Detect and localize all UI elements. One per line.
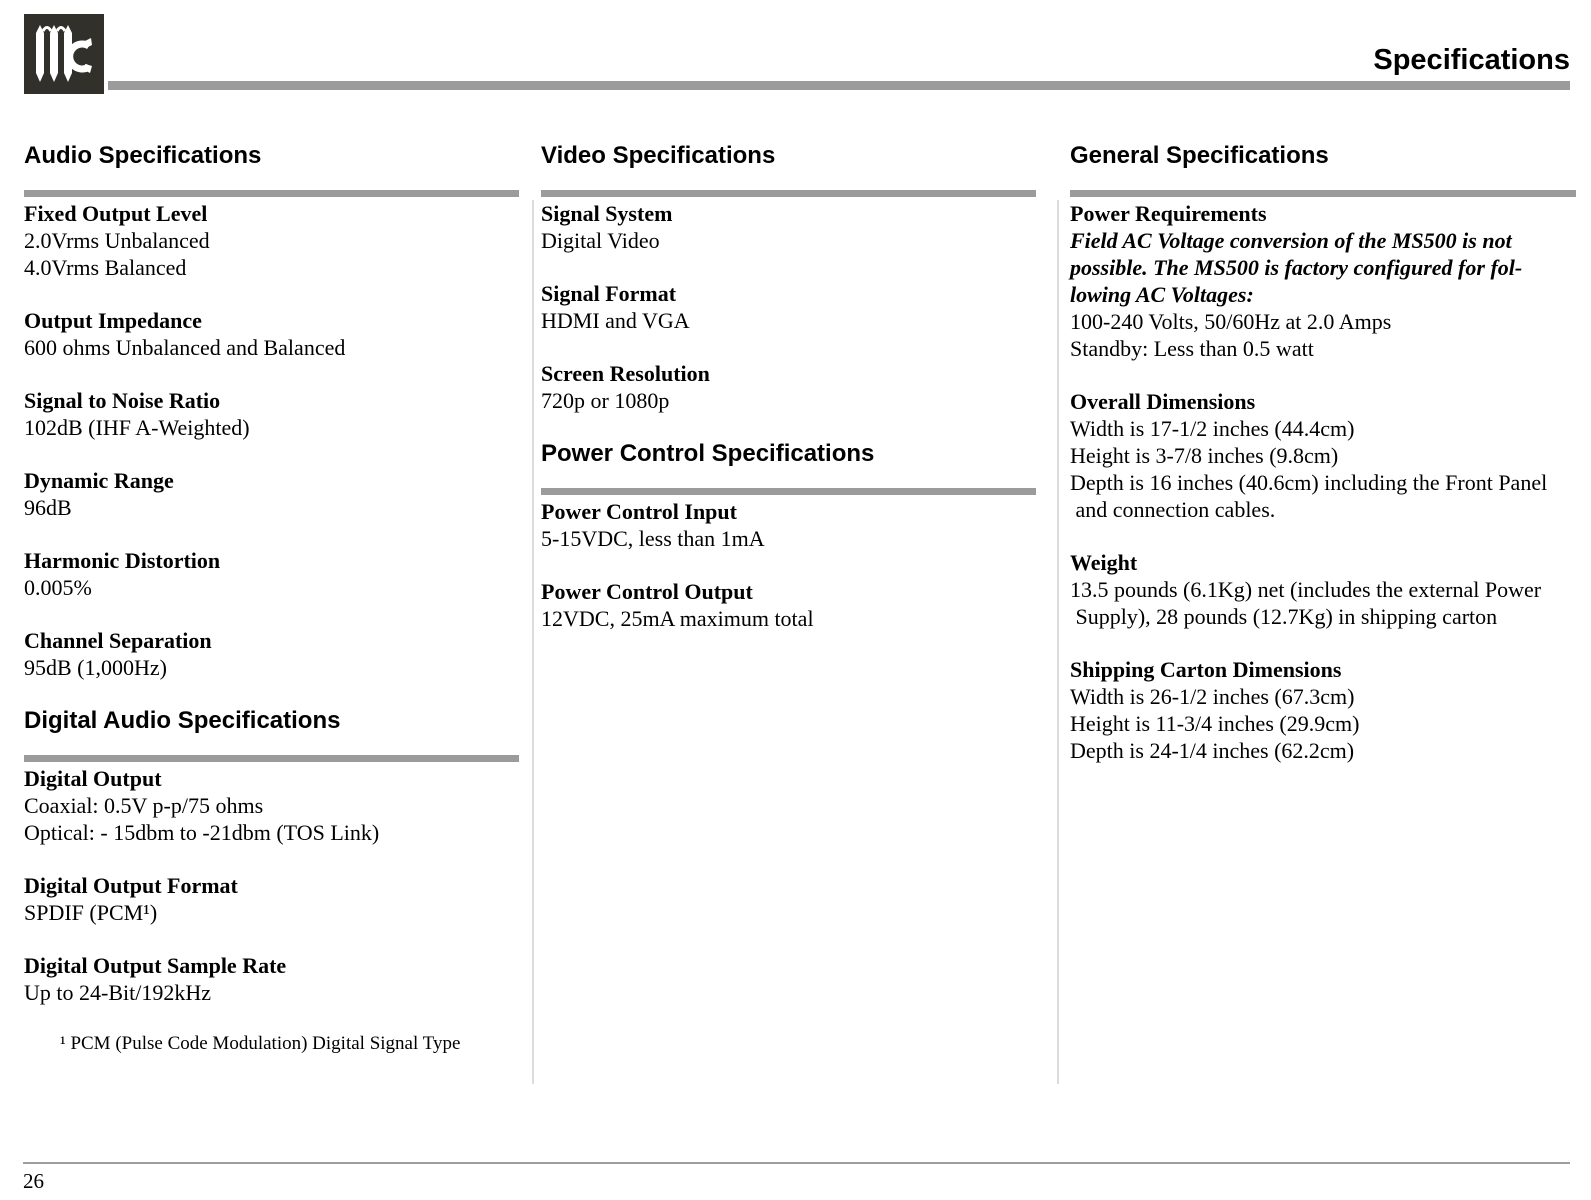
spec-entry: Signal to Noise Ratio 102dB (IHF A-Weight… [24,387,519,441]
spec-entry: Digital Output Sample Rate Up to 24-Bit/1… [24,952,519,1006]
spec-entry-label: Digital Output Sample Rate [24,952,287,978]
header-rule [108,81,1570,90]
spec-entry: Signal Format HDMI and VGA [541,280,1036,334]
spec-entry-value-line: HDMI and VGA [541,307,690,333]
spec-entry-value-line: 0.005% [24,574,92,600]
mcintosh-logo [24,14,104,94]
spec-entry-value-line: 96dB [24,494,72,520]
spec-entry-label: Channel Separation [24,627,212,653]
spec-entry-label: Fixed Output Level [24,200,208,226]
section-heading-rule [1070,189,1576,197]
section-heading-rule [24,754,519,762]
spec-entry: Shipping Carton Dimensions Width is 26-1/… [1070,656,1576,764]
spec-entry: Signal System Digital Video [541,200,1036,254]
spec-entry-label: Power Requirements [1070,200,1267,226]
section-heading: Digital Audio Specifications [24,706,341,734]
spec-entry-note-line: lowing AC Voltages: [1070,281,1254,307]
section-heading: General Specifications [1070,141,1329,169]
spec-entry-value-line: Height is 3-7/8 inches (9.8cm) [1070,442,1339,468]
spec-entry: Screen Resolution 720p or 1080p [541,360,1036,414]
spec-section: Digital Audio Specifications Digital Outp… [24,707,519,1056]
spec-entry-value-line: 4.0Vrms Balanced [24,254,187,280]
spec-entry: Digital Output Format SPDIF (PCM¹) [24,872,519,926]
spec-entry-value-line: Standby: Less than 0.5 watt [1070,335,1314,361]
spec-entry-label: Screen Resolution [541,360,710,386]
spec-entry: Overall Dimensions Width is 17-1/2 inches… [1070,388,1576,523]
spec-entry-label: Harmonic Distortion [24,547,221,573]
spec-entry-label: Weight [1070,549,1138,575]
column-divider-left [532,200,534,1084]
spec-entry-value-line: 720p or 1080p [541,387,670,413]
spec-entry-label: Shipping Carton Dimensions [1070,656,1342,682]
spec-entry-value-line: SPDIF (PCM¹) [24,899,158,925]
section-heading-rule [24,189,519,197]
spec-entry-label: Power Control Output [541,578,753,604]
spec-entry-value-line: Height is 11-3/4 inches (29.9cm) [1070,710,1360,736]
spec-entry: Dynamic Range 96dB [24,467,519,521]
spec-section: General Specifications Power Requirements… [1070,142,1576,764]
spec-entry-value-line: 100-240 Volts, 50/60Hz at 2.0 Amps [1070,308,1392,334]
spec-section: Power Control Specifications Power Contro… [541,440,1036,632]
spec-entry: Fixed Output Level 2.0Vrms Unbalanced 4.0V… [24,200,519,281]
section-footnote: ¹ PCM (Pulse Code Modulation) Digital Si… [60,1032,461,1054]
section-heading-rule [541,487,1036,495]
spec-entry-label: Signal Format [541,280,677,306]
spec-entry: Channel Separation 95dB (1,000Hz) [24,627,519,681]
spec-entry-value-line: Width is 17-1/2 inches (44.4cm) [1070,415,1355,441]
spec-entry-value-line: Depth is 24-1/4 inches (62.2cm) [1070,737,1355,763]
spec-entry: Digital Output Coaxial: 0.5V p-p/75 ohms O… [24,765,519,846]
spec-entry-value-line: 2.0Vrms Unbalanced [24,227,210,253]
spec-entry: Power Control Input 5-15VDC, less than 1m… [541,498,1036,552]
column-audio: Audio Specifications Fixed Output Level 2.… [24,122,519,1056]
spec-entry-value-line: Depth is 16 inches (40.6cm) including th… [1070,469,1548,495]
spec-entry-label: Output Impedance [24,307,202,333]
spec-entry-label: Signal System [541,200,673,226]
spec-entry: Harmonic Distortion 0.005% [24,547,519,601]
column-general: General Specifications Power Requirements… [1070,122,1576,790]
mcintosh-logo-icon [24,25,104,98]
spec-entry-value-line: 12VDC, 25mA maximum total [541,605,814,631]
spec-section: Audio Specifications Fixed Output Level 2.… [24,142,519,681]
section-heading: Video Specifications [541,141,776,169]
spec-entry: Output Impedance 600 ohms Unbalanced and … [24,307,519,361]
spec-entry-value-line: Digital Video [541,227,660,253]
page-title: Specifications [1373,44,1570,76]
spec-entry-value-line: 102dB (IHF A-Weighted) [24,414,250,440]
spec-entry-label: Digital Output [24,765,162,791]
spec-entry: Power Requirements Field AC Voltage conve… [1070,200,1576,362]
spec-entry-value-line: Coaxial: 0.5V p-p/75 ohms [24,792,264,818]
spec-entry-label: Power Control Input [541,498,737,524]
section-heading: Power Control Specifications [541,439,875,467]
spec-entry-note-line: Field AC Voltage conversion of the MS500… [1070,227,1512,253]
spec-entry-value-line: 5-15VDC, less than 1mA [541,525,765,551]
spec-entry: Power Control Output 12VDC, 25mA maximum … [541,578,1036,632]
spec-entry-value-line: 95dB (1,000Hz) [24,654,167,680]
spec-entry-value-line: 13.5 pounds (6.1Kg) net (includes the ex… [1070,576,1542,602]
spec-entry-value-line: Up to 24-Bit/192kHz [24,979,211,1005]
spec-entry-note-line: possible. The MS500 is factory configure… [1070,254,1523,280]
spec-entry-label: Digital Output Format [24,872,238,898]
spec-entry-label: Signal to Noise Ratio [24,387,221,413]
spec-entry-value-line: Supply), 28 pounds (12.7Kg) in shipping … [1070,603,1498,629]
footer-rule [23,1162,1570,1164]
spec-entry-label: Overall Dimensions [1070,388,1256,414]
spec-entry-value-line: Optical: - 15dbm to -21dbm (TOS Link) [24,819,380,845]
column-video-power: Video Specifications Signal System Digital… [541,122,1036,658]
spec-entry-label: Dynamic Range [24,467,174,493]
spec-entry-value-line: 600 ohms Unbalanced and Balanced [24,334,346,360]
page-number: 26 [23,1169,44,1193]
spec-entry-value-line: Width is 26-1/2 inches (67.3cm) [1070,683,1355,709]
column-divider-right [1057,200,1059,1084]
spec-entry: Weight 13.5 pounds (6.1Kg) net (includes … [1070,549,1576,630]
section-heading: Audio Specifications [24,141,262,169]
section-heading-rule [541,189,1036,197]
spec-entry-value-line: and connection cables. [1070,496,1276,522]
spec-section: Video Specifications Signal System Digital… [541,142,1036,414]
